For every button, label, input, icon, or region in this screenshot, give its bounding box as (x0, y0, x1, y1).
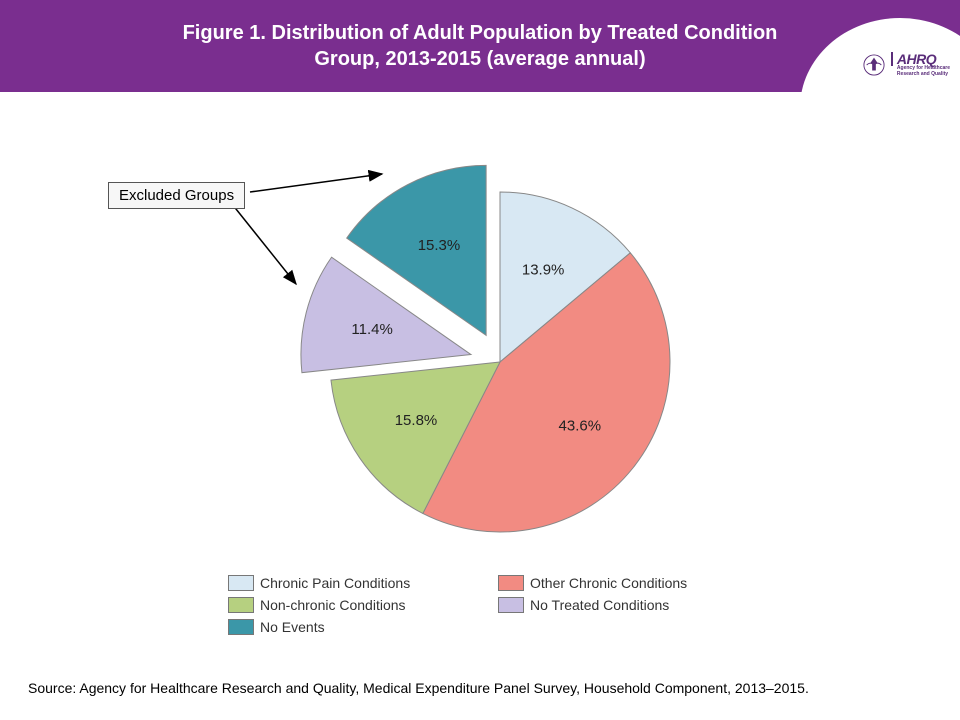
callout-arrow-2 (232, 204, 296, 284)
legend-label-0: Chronic Pain Conditions (260, 575, 410, 591)
chart-area: 13.9% 43.6% 15.8% 11.4% 15.3% Excluded Group… (0, 92, 960, 632)
legend-item-3: No Treated Conditions (498, 594, 768, 616)
legend-label-2: Non-chronic Conditions (260, 597, 406, 613)
legend-item-2: Non-chronic Conditions (228, 594, 498, 616)
legend-item-0: Chronic Pain Conditions (228, 572, 498, 594)
callout-arrow-1 (250, 174, 382, 192)
source-note: Source: Agency for Healthcare Research a… (28, 680, 809, 696)
pie-chart-svg: 13.9% 43.6% 15.8% 11.4% 15.3% (0, 92, 960, 562)
ahrq-wordmark: AHRQ (891, 52, 950, 66)
legend-swatch-3 (498, 597, 524, 613)
pie-label-2: 15.8% (395, 412, 438, 429)
pie-label-4: 15.3% (418, 237, 461, 254)
excluded-groups-callout: Excluded Groups (108, 182, 245, 209)
pie-label-3: 11.4% (351, 321, 392, 338)
hhs-eagle-icon (863, 54, 885, 76)
figure-title: Figure 1. Distribution of Adult Populati… (183, 20, 778, 72)
source-text: Source: Agency for Healthcare Research a… (28, 680, 809, 696)
legend: Chronic Pain Conditions Other Chronic Con… (228, 572, 788, 638)
legend-swatch-2 (228, 597, 254, 613)
logo-inner: AHRQ Agency for Healthcare Research and … (863, 52, 950, 77)
legend-swatch-1 (498, 575, 524, 591)
logo-container: AHRQ Agency for Healthcare Research and … (800, 0, 960, 92)
legend-label-3: No Treated Conditions (530, 597, 669, 613)
legend-item-4: No Events (228, 616, 498, 638)
ahrq-logo-text: AHRQ Agency for Healthcare Research and … (891, 52, 950, 77)
legend-label-4: No Events (260, 619, 325, 635)
legend-item-1: Other Chronic Conditions (498, 572, 768, 594)
title-line-2: Group, 2013-2015 (average annual) (314, 48, 645, 70)
callout-text: Excluded Groups (119, 187, 234, 204)
title-line-1: Figure 1. Distribution of Adult Populati… (183, 22, 778, 44)
ahrq-subtitle-2: Research and Quality (891, 72, 950, 78)
header-band: Figure 1. Distribution of Adult Populati… (0, 0, 960, 92)
legend-swatch-0 (228, 575, 254, 591)
legend-label-1: Other Chronic Conditions (530, 575, 687, 591)
pie-label-1: 43.6% (559, 418, 602, 435)
legend-swatch-4 (228, 619, 254, 635)
pie-label-0: 13.9% (522, 262, 565, 279)
